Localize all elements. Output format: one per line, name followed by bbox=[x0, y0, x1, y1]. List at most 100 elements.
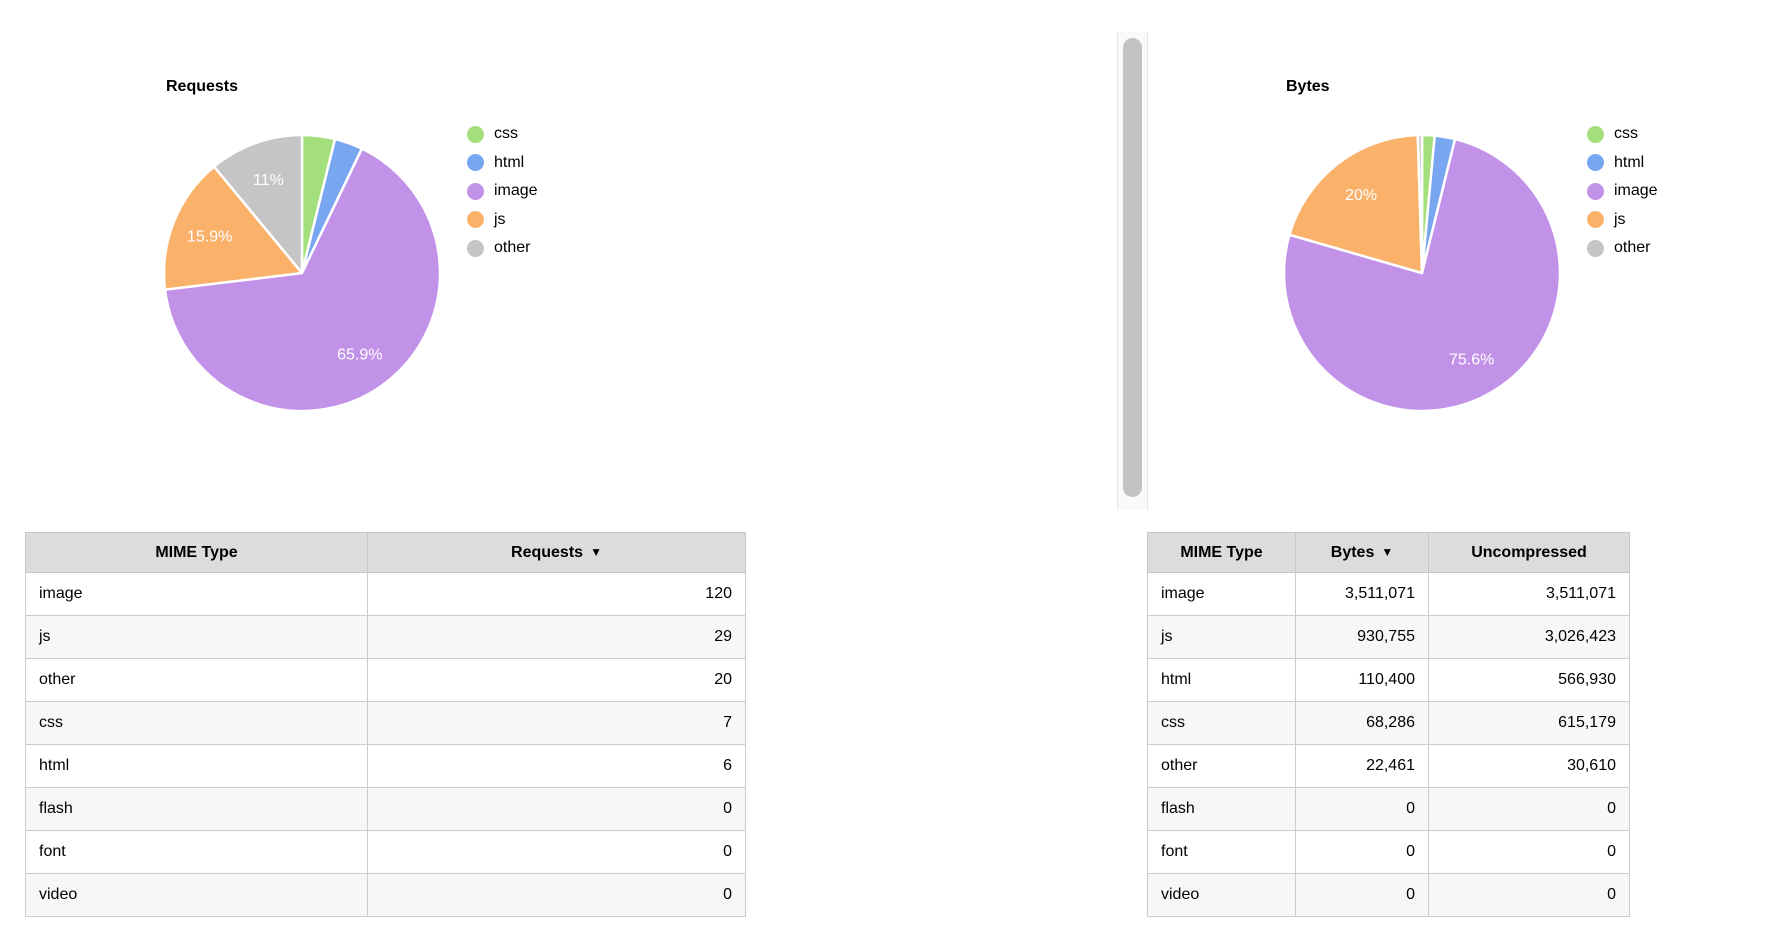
legend-label: image bbox=[494, 182, 538, 200]
mime-type-cell: other bbox=[25, 658, 368, 702]
column-header-label: MIME Type bbox=[155, 543, 238, 561]
value-cell: 29 bbox=[367, 615, 746, 659]
pie-percent-label: 20% bbox=[1345, 187, 1377, 204]
mime-type-cell: other bbox=[1147, 744, 1296, 788]
pie-percent-label: 11% bbox=[253, 172, 284, 189]
legend-item-js: js bbox=[467, 206, 538, 235]
value-cell: 20 bbox=[367, 658, 746, 702]
column-header-label: MIME Type bbox=[1180, 543, 1263, 561]
value-cell: 615,179 bbox=[1428, 701, 1630, 745]
legend-item-html: html bbox=[1587, 149, 1658, 178]
value-cell: 22,461 bbox=[1295, 744, 1429, 788]
value-cell: 3,511,071 bbox=[1295, 572, 1429, 616]
value-cell: 3,026,423 bbox=[1428, 615, 1630, 659]
legend-item-image: image bbox=[1587, 177, 1658, 206]
table-row: other 22,461 30,610 bbox=[1147, 744, 1630, 788]
legend-label: js bbox=[494, 210, 506, 228]
legend-label: js bbox=[1614, 210, 1626, 228]
mime-type-cell: image bbox=[25, 572, 368, 616]
legend-swatch-html bbox=[467, 154, 484, 172]
legend-swatch-js bbox=[467, 211, 484, 229]
legend-item-image: image bbox=[467, 177, 538, 206]
table-row: other 20 bbox=[25, 658, 746, 702]
legend-item-html: html bbox=[467, 149, 538, 178]
table-row: video 0 bbox=[25, 873, 746, 917]
requests-chart-legend: css html image js other bbox=[467, 120, 538, 263]
value-cell: 0 bbox=[1428, 787, 1630, 831]
table-row: css 7 bbox=[25, 701, 746, 745]
mime-type-cell: flash bbox=[1147, 787, 1296, 831]
pie-percent-label: 15.9% bbox=[187, 229, 232, 246]
mime-type-cell: video bbox=[25, 873, 368, 917]
mime-type-cell: html bbox=[25, 744, 368, 788]
value-cell: 0 bbox=[1295, 787, 1429, 831]
mime-type-cell: js bbox=[1147, 615, 1296, 659]
legend-swatch-image bbox=[1587, 182, 1604, 200]
column-header-requests[interactable]: Requests ▼ bbox=[367, 532, 746, 573]
legend-item-other: other bbox=[1587, 234, 1658, 263]
value-cell: 930,755 bbox=[1295, 615, 1429, 659]
table-row: font 0 0 bbox=[1147, 830, 1630, 874]
table-row: js 29 bbox=[25, 615, 746, 659]
value-cell: 0 bbox=[1295, 873, 1429, 917]
table-row: css 68,286 615,179 bbox=[1147, 701, 1630, 745]
table-row: font 0 bbox=[25, 830, 746, 874]
bytes-chart-legend: css html image js other bbox=[1587, 120, 1658, 263]
bytes-chart-title: Bytes bbox=[1286, 78, 1330, 95]
legend-swatch-html bbox=[1587, 154, 1604, 172]
legend-label: html bbox=[494, 153, 525, 171]
legend-label: image bbox=[1614, 182, 1658, 200]
column-header-uncompressed[interactable]: Uncompressed bbox=[1428, 532, 1630, 573]
mime-type-cell: font bbox=[25, 830, 368, 874]
pie-slice-other[interactable] bbox=[1416, 133, 1424, 275]
value-cell: 3,511,071 bbox=[1428, 572, 1630, 616]
legend-swatch-other bbox=[1587, 239, 1604, 257]
pie-slice-image[interactable] bbox=[163, 147, 442, 413]
legend-item-css: css bbox=[1587, 120, 1658, 149]
sort-descending-icon: ▼ bbox=[590, 544, 602, 559]
pie-slice-js[interactable] bbox=[162, 165, 304, 291]
legend-label: other bbox=[494, 239, 531, 257]
legend-label: other bbox=[1614, 239, 1651, 257]
column-header-label: Requests bbox=[511, 543, 584, 561]
table-row: html 6 bbox=[25, 744, 746, 788]
legend-label: html bbox=[1614, 153, 1645, 171]
column-header-label: Bytes bbox=[1330, 543, 1375, 561]
mime-type-cell: font bbox=[1147, 830, 1296, 874]
table-row: video 0 0 bbox=[1147, 873, 1630, 917]
value-cell: 120 bbox=[367, 572, 746, 616]
bytes-pie-chart[interactable]: 75.6% 20% bbox=[1272, 123, 1572, 423]
value-cell: 7 bbox=[367, 701, 746, 745]
value-cell: 0 bbox=[1428, 830, 1630, 874]
pie-slice-other[interactable] bbox=[212, 133, 304, 275]
scrollbar-thumb[interactable] bbox=[1123, 38, 1142, 497]
column-header-mime-type[interactable]: MIME Type bbox=[25, 532, 368, 573]
requests-table: MIME Type Requests ▼ image 120 js 29 other 20 css… bbox=[25, 532, 746, 917]
legend-label: css bbox=[494, 125, 518, 143]
column-header-mime-type[interactable]: MIME Type bbox=[1147, 532, 1296, 573]
bytes-table: MIME Type Bytes ▼ Uncompressed image 3,511,07… bbox=[1147, 532, 1630, 917]
table-row: flash 0 bbox=[25, 787, 746, 831]
value-cell: 0 bbox=[367, 787, 746, 831]
table-row: html 110,400 566,930 bbox=[1147, 658, 1630, 702]
table-row: image 3,511,071 3,511,071 bbox=[1147, 572, 1630, 616]
vertical-scrollbar[interactable] bbox=[1117, 32, 1148, 510]
legend-swatch-other bbox=[467, 239, 484, 257]
legend-swatch-css bbox=[1587, 125, 1604, 143]
mime-type-cell: html bbox=[1147, 658, 1296, 702]
pie-slice-image[interactable] bbox=[1282, 137, 1562, 413]
value-cell: 0 bbox=[1428, 873, 1630, 917]
requests-pie-chart[interactable]: 65.9% 15.9% 11% bbox=[152, 123, 452, 423]
column-header-bytes[interactable]: Bytes ▼ bbox=[1295, 532, 1429, 573]
mime-type-cell: css bbox=[25, 701, 368, 745]
sort-descending-icon: ▼ bbox=[1381, 544, 1394, 559]
legend-item-other: other bbox=[467, 234, 538, 263]
mime-type-cell: js bbox=[25, 615, 368, 659]
table-header-row: MIME Type Bytes ▼ Uncompressed bbox=[1147, 532, 1630, 573]
legend-swatch-js bbox=[1587, 211, 1604, 229]
legend-swatch-css bbox=[467, 125, 484, 143]
table-row: flash 0 0 bbox=[1147, 787, 1630, 831]
pie-slice-js[interactable] bbox=[1288, 133, 1424, 275]
value-cell: 30,610 bbox=[1428, 744, 1630, 788]
